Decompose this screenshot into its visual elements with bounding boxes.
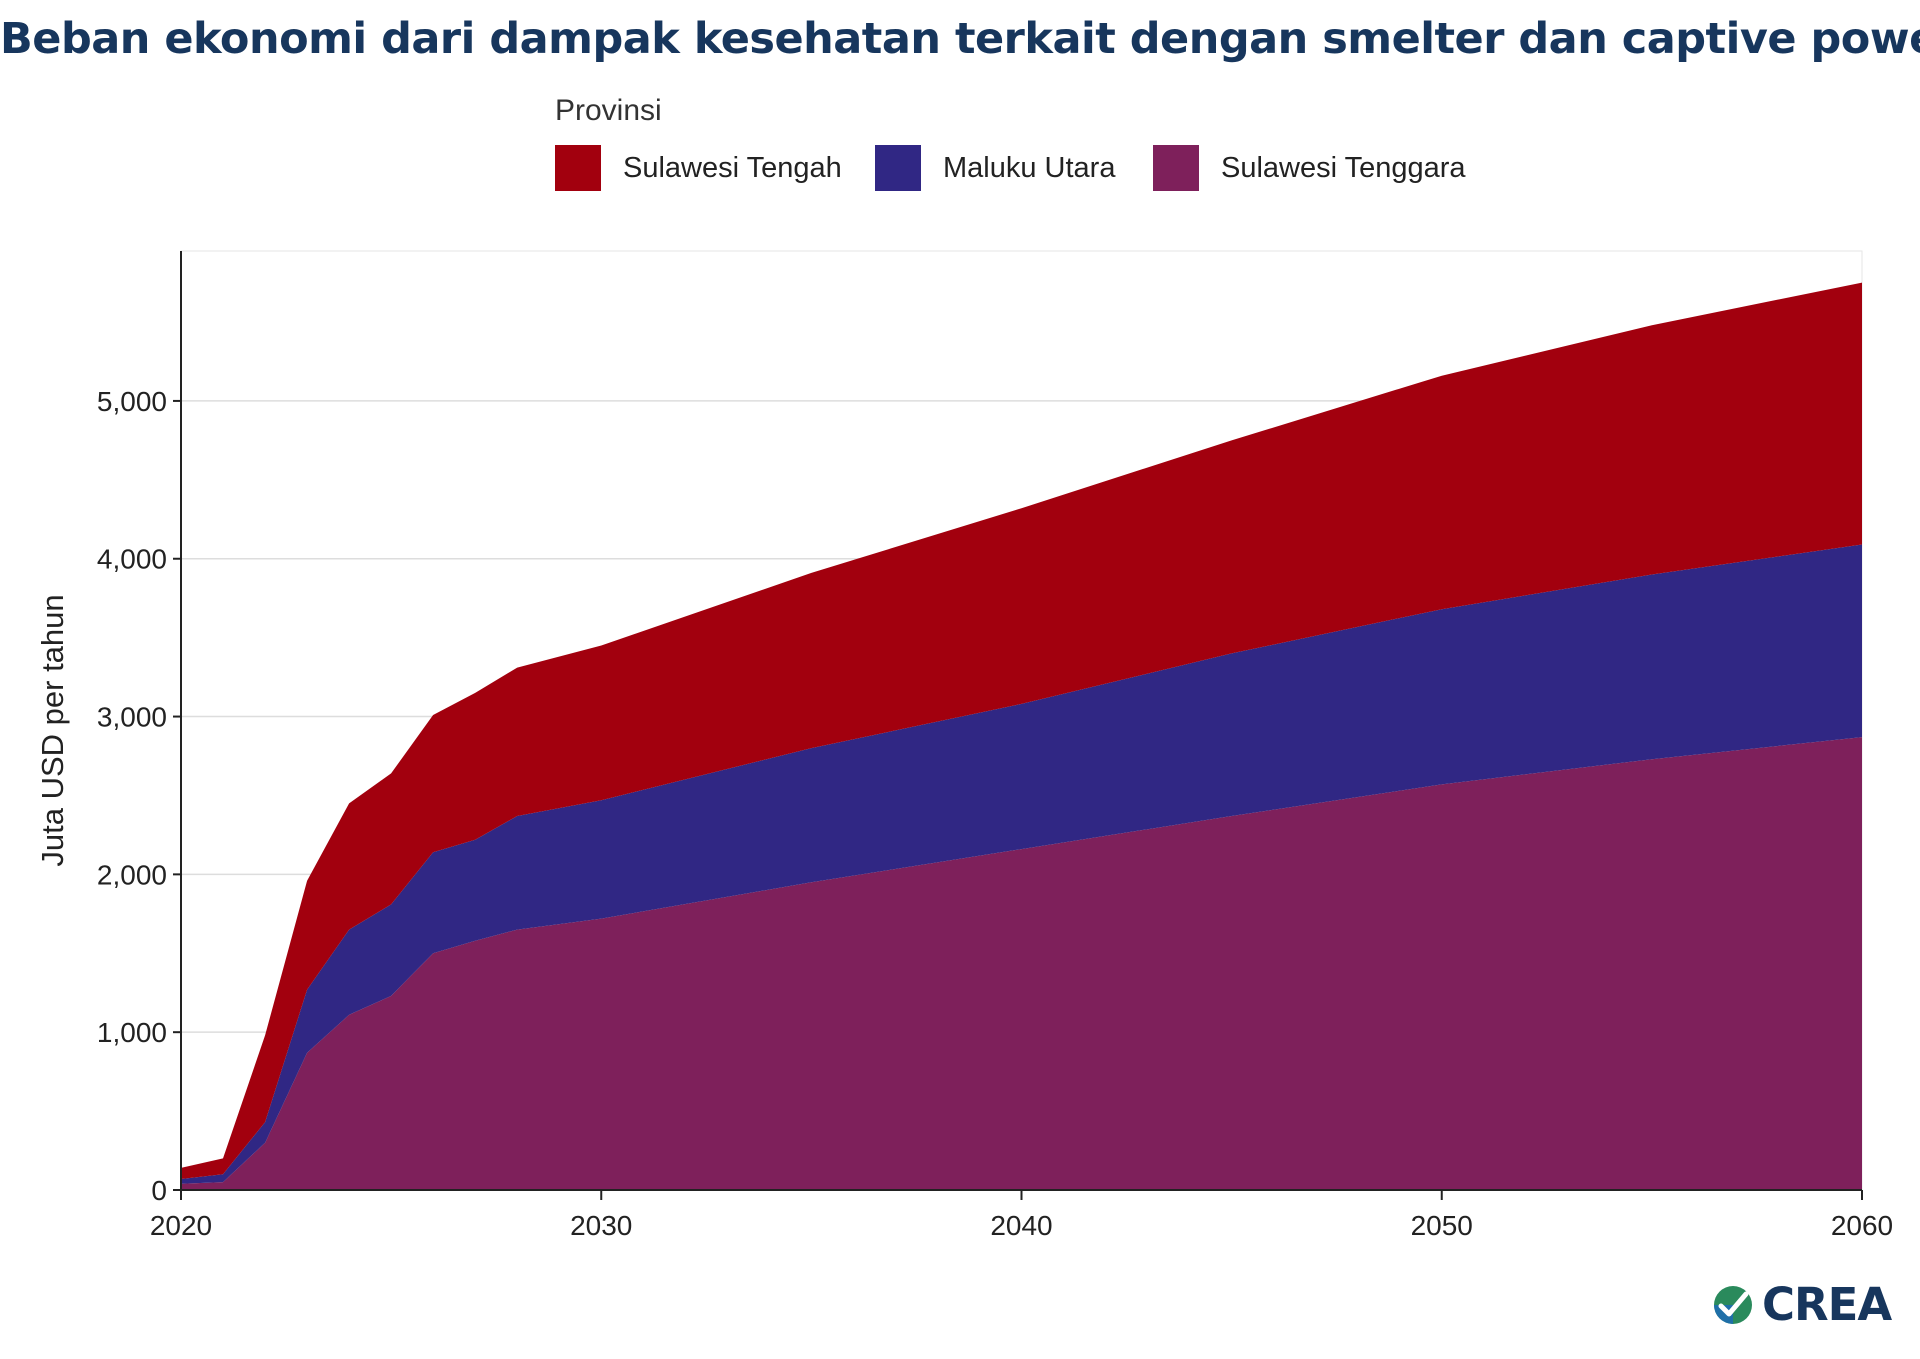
x-tick-label: 2020 bbox=[150, 1210, 212, 1241]
crea-logo-text: CREA bbox=[1762, 1278, 1892, 1331]
area-series-sulawesi-tenggara bbox=[181, 737, 1862, 1190]
y-tick-label: 1,000 bbox=[97, 1017, 167, 1048]
legend-swatch-sulawesi-tengah bbox=[555, 145, 601, 191]
crea-logo: CREA bbox=[1712, 1278, 1892, 1331]
y-tick-label: 2,000 bbox=[97, 859, 167, 890]
legend-swatch-maluku-utara bbox=[875, 145, 921, 191]
x-tick-label: 2060 bbox=[1831, 1210, 1893, 1241]
crea-logo-icon bbox=[1714, 1285, 1752, 1324]
legend-swatch-sulawesi-tenggara bbox=[1153, 145, 1199, 191]
y-axis-label: Juta USD per tahun bbox=[35, 594, 70, 866]
legend-label: Sulawesi Tenggara bbox=[1221, 151, 1466, 184]
y-tick-label: 3,000 bbox=[97, 702, 167, 733]
area-series-maluku-utara bbox=[181, 544, 1862, 1184]
chart-title: Beban ekonomi dari dampak kesehatan terk… bbox=[0, 14, 1920, 64]
legend-item-sulawesi-tengah[interactable]: Sulawesi Tengah bbox=[555, 144, 842, 192]
x-tick-label: 2050 bbox=[1411, 1210, 1473, 1241]
x-tick-label: 2030 bbox=[570, 1210, 632, 1241]
x-tick-label: 2040 bbox=[990, 1210, 1052, 1241]
area-series-sulawesi-tengah bbox=[181, 282, 1862, 1180]
y-tick-label: 0 bbox=[151, 1175, 167, 1206]
legend-title: Provinsi bbox=[555, 94, 662, 127]
legend-item-maluku-utara[interactable]: Maluku Utara bbox=[875, 144, 1115, 192]
legend-label: Sulawesi Tengah bbox=[623, 151, 842, 184]
legend-item-sulawesi-tenggara[interactable]: Sulawesi Tenggara bbox=[1153, 144, 1466, 192]
legend-label: Maluku Utara bbox=[943, 151, 1116, 184]
y-tick-label: 5,000 bbox=[97, 386, 167, 417]
y-tick-label: 4,000 bbox=[97, 544, 167, 575]
